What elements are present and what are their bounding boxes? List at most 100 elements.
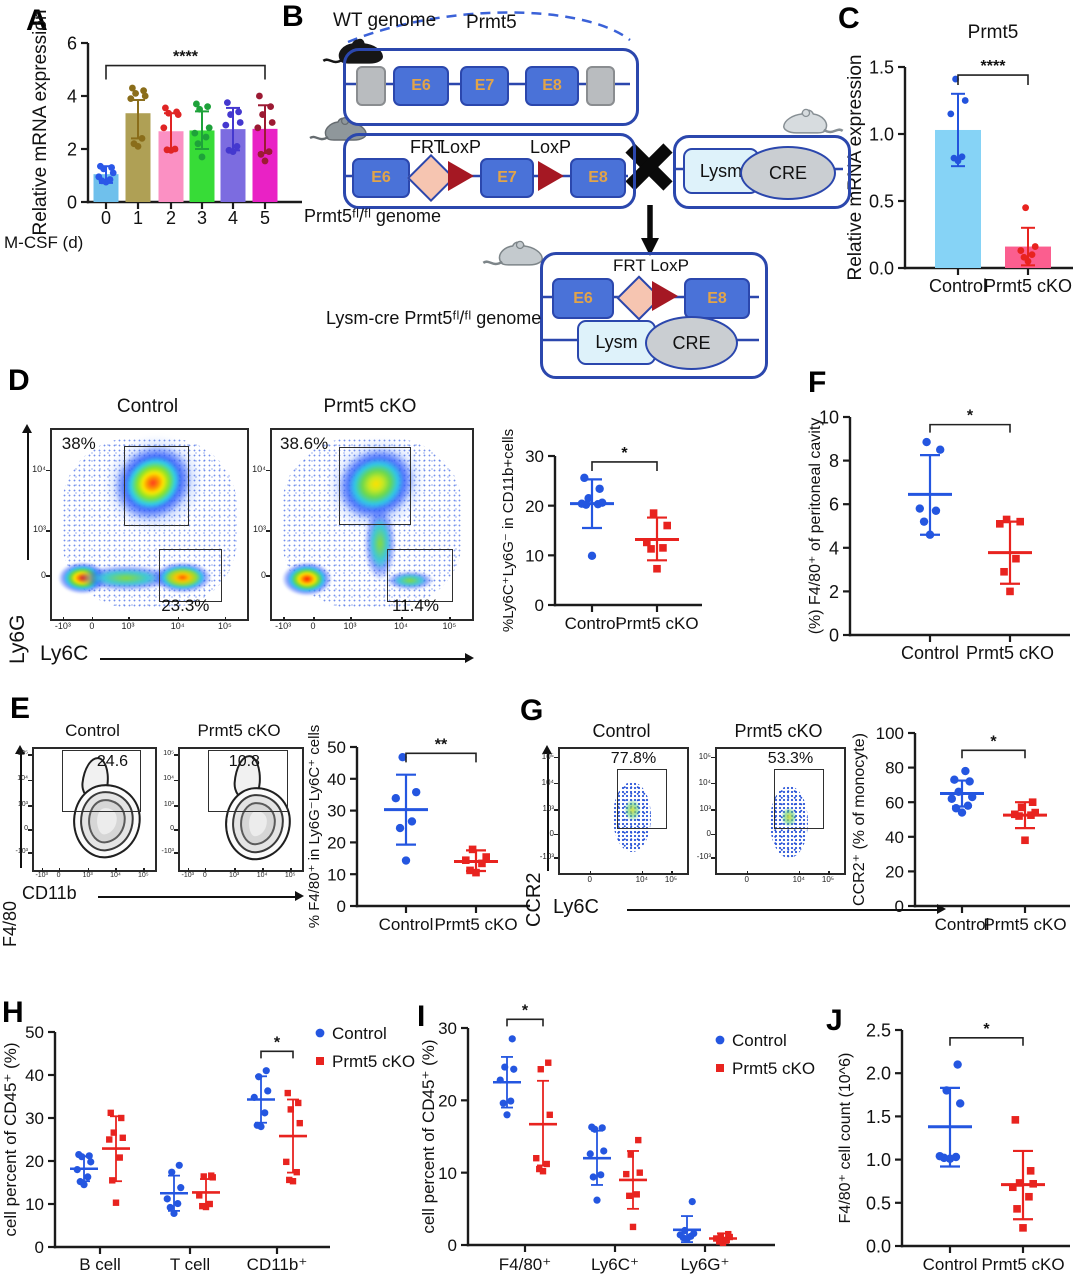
data-point [636, 1169, 643, 1176]
y-tick [711, 782, 715, 785]
x-category-label: Ly6G⁺ [681, 1255, 730, 1274]
y-axis-title: Relative mRNA expression [30, 10, 51, 236]
data-point [499, 1099, 507, 1107]
y-tick [554, 857, 558, 859]
x-tick-label: 10⁵ [284, 872, 296, 879]
data-point [293, 1168, 300, 1176]
y-tick [174, 852, 178, 854]
y-axis-arrow [541, 745, 553, 871]
y-tick-label: 40 [25, 1066, 44, 1085]
x-tick [350, 617, 352, 621]
data-point [688, 1198, 696, 1206]
panel-a-label: A [26, 4, 48, 37]
data-point [208, 1172, 215, 1179]
y-axis-title: % F4/80⁺ in Ly6G⁻Ly6C⁺ cells [306, 725, 323, 929]
data-point [950, 154, 958, 162]
gate-percentage: 53.3% [767, 750, 814, 768]
x-category-label: Prmt5 cKO [984, 276, 1072, 296]
data-point [267, 103, 274, 110]
data-point [224, 99, 231, 107]
panel-e-flow-plots: F4/80 CD11b Control 24.6 -10³ 0 10³ 10⁴ 10⁵ 10⁵ 10… [0, 695, 310, 947]
panel-j-scatter-chart: 0.0 0.5 1.0 1.5 2.0 2.5 Control Prmt5 cKO F4/80⁺… [837, 1020, 1070, 1274]
data-point [283, 1158, 290, 1166]
y-tick-label: 10⁴ [17, 775, 28, 783]
x-category-label: 5 [260, 208, 270, 228]
y-tick-label: 10 [525, 546, 544, 565]
data-point [580, 473, 589, 483]
data-point [537, 1066, 544, 1073]
flow-y-axis-title: CCR2 [523, 872, 545, 927]
data-point [202, 133, 210, 141]
x-category-label: Prmt5 cKO [983, 915, 1066, 934]
exon-e7: E7 [460, 66, 509, 106]
flow-x-axis-title: CD11b [22, 883, 77, 903]
y-tick-label: 60 [885, 793, 904, 812]
x-category-label: 2 [166, 208, 176, 228]
gate-percentage: 77.8% [610, 750, 657, 768]
y-tick-label: 0 [448, 1236, 457, 1255]
x-tick-label: -10³ [181, 872, 194, 879]
data-point [536, 1165, 543, 1173]
data-point [676, 1231, 684, 1239]
y-tick-label: 1.5 [866, 1107, 891, 1127]
data-point [501, 1063, 509, 1071]
y-tick-label: 20 [25, 1152, 44, 1171]
y-tick-label: 10⁴ [252, 463, 266, 474]
y-tick [28, 754, 32, 756]
sig-bracket [929, 423, 1011, 433]
data-point [626, 1192, 633, 1200]
data-point [653, 564, 661, 573]
y-tick-label: 10⁵ [541, 751, 554, 761]
gate-percentage: 38% [61, 433, 96, 453]
mouse-body [783, 109, 828, 134]
data-point [466, 866, 474, 875]
x-category-label: 1 [133, 208, 143, 228]
data-point [496, 1076, 504, 1084]
x-category-label: B cell [79, 1255, 121, 1274]
data-point [116, 1154, 123, 1161]
cross-mark [625, 143, 673, 191]
panel-a-bar-chart: 0 2 4 6 0 1 2 3 4 5 Relative mRNA expressionM-CSF … [4, 10, 302, 252]
data-point [546, 1111, 553, 1118]
utr-box-left [356, 66, 386, 106]
flow-plot: 53.3% [715, 747, 846, 875]
x-tick [204, 868, 207, 872]
y-tick-label: 1.0 [869, 124, 894, 144]
data-point [947, 794, 956, 803]
data-point [593, 1196, 601, 1204]
data-point [647, 545, 655, 553]
y-tick-label: 10³ [542, 803, 554, 813]
data-point [931, 506, 941, 515]
y-tick-label: 4 [829, 538, 839, 558]
x-tick-label: 10³ [229, 872, 240, 879]
x-tick-label: 0 [310, 621, 316, 631]
data-point [173, 108, 181, 116]
data-point [138, 135, 146, 142]
panel-j-label: J [826, 1004, 843, 1037]
x-category-label: CD11b⁺ [247, 1255, 308, 1274]
panel-c-label: C [838, 2, 860, 35]
y-tick-label: 20 [438, 1091, 457, 1110]
data-point [1025, 1192, 1033, 1201]
sig-label: * [990, 733, 997, 750]
y-tick-label: 30 [525, 447, 544, 466]
y-tick [554, 756, 558, 759]
mouse-icon [482, 240, 543, 266]
x-axis-title: M-CSF (d) [4, 233, 83, 252]
exon-e8: E8 [570, 158, 626, 198]
y-tick-label: -10³ [696, 852, 711, 862]
loxp-site-triangle [652, 281, 678, 311]
y-tick-label: 2.5 [866, 1020, 891, 1040]
data-point [177, 1184, 185, 1192]
exon-e8: E8 [525, 66, 579, 106]
data-point [171, 145, 179, 153]
result-genome-label: Lysm-cre Prmt5ᶠˡ/ᶠˡ genome [326, 308, 542, 328]
y-tick-label: 10³ [252, 524, 266, 535]
x-tick-label: 10³ [343, 621, 357, 631]
cre-recombinase: CRE [740, 146, 836, 200]
loxp-label: LoxP [440, 137, 482, 157]
panel-e-label: E [10, 692, 31, 725]
chart-title: Prmt5 [968, 22, 1019, 43]
